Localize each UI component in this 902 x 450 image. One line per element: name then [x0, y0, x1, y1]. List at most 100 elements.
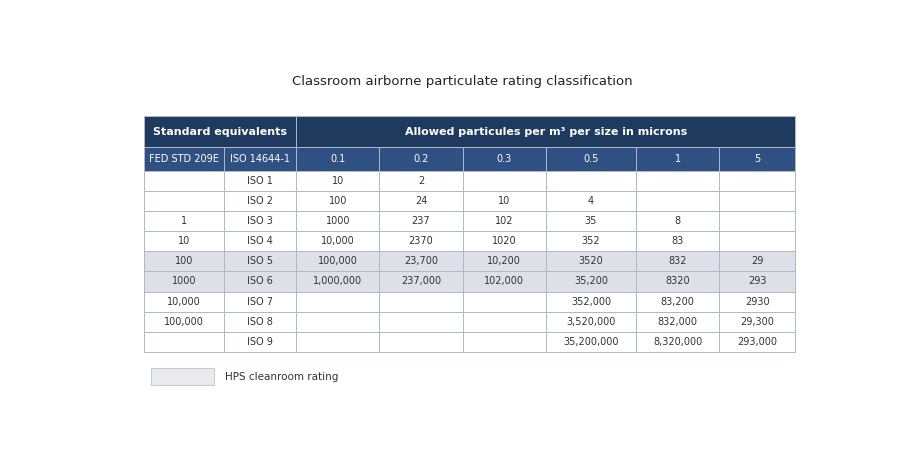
Text: 0.2: 0.2 [413, 154, 428, 164]
Bar [719, 211, 795, 231]
Bar [462, 251, 545, 271]
Bar [379, 292, 462, 312]
Text: 1: 1 [181, 216, 187, 226]
Text: ISO 5: ISO 5 [247, 256, 272, 266]
Text: ISO 14644-1: ISO 14644-1 [230, 154, 290, 164]
Bar [635, 171, 719, 191]
Text: 3,520,000: 3,520,000 [566, 317, 615, 327]
Bar [152, 368, 214, 385]
Text: 2370: 2370 [408, 236, 433, 246]
Bar [224, 332, 296, 352]
Bar [224, 292, 296, 312]
Text: 352: 352 [581, 236, 600, 246]
Text: 100: 100 [175, 256, 193, 266]
Bar [545, 251, 635, 271]
Bar [545, 312, 635, 332]
Text: 293: 293 [747, 276, 766, 287]
Bar [719, 332, 795, 352]
Bar [545, 292, 635, 312]
Bar [144, 191, 224, 211]
Text: 10,000: 10,000 [320, 236, 354, 246]
Text: 10: 10 [498, 196, 510, 206]
Text: 23,700: 23,700 [403, 256, 437, 266]
Text: 29,300: 29,300 [740, 317, 773, 327]
Bar [379, 147, 462, 171]
Text: 0.1: 0.1 [330, 154, 345, 164]
Bar [224, 251, 296, 271]
Text: ISO 8: ISO 8 [247, 317, 272, 327]
Bar [296, 117, 795, 147]
Bar [719, 271, 795, 292]
Text: ISO 7: ISO 7 [247, 297, 272, 306]
Bar [545, 171, 635, 191]
Text: 1: 1 [674, 154, 680, 164]
Bar [296, 251, 379, 271]
Bar [379, 211, 462, 231]
Text: 8320: 8320 [665, 276, 689, 287]
Bar [462, 312, 545, 332]
Bar [462, 332, 545, 352]
Text: ISO 3: ISO 3 [247, 216, 272, 226]
Bar [224, 147, 296, 171]
Text: 100,000: 100,000 [318, 256, 357, 266]
Text: 102,000: 102,000 [483, 276, 523, 287]
Bar [296, 171, 379, 191]
Text: Allowed particules per m³ per size in microns: Allowed particules per m³ per size in mi… [404, 127, 686, 137]
Text: 29: 29 [750, 256, 762, 266]
Text: 10,000: 10,000 [167, 297, 201, 306]
Bar [224, 231, 296, 251]
Text: 237,000: 237,000 [400, 276, 440, 287]
Bar [296, 211, 379, 231]
Bar [719, 312, 795, 332]
Bar [379, 251, 462, 271]
Bar [379, 312, 462, 332]
Text: 5: 5 [753, 154, 759, 164]
Bar [462, 191, 545, 211]
Text: 352,000: 352,000 [570, 297, 611, 306]
Text: 10: 10 [331, 176, 344, 186]
Bar [144, 332, 224, 352]
Bar [635, 332, 719, 352]
Text: 832,000: 832,000 [657, 317, 697, 327]
Bar [296, 271, 379, 292]
Text: ISO 9: ISO 9 [247, 337, 272, 347]
Bar [144, 171, 224, 191]
Bar [719, 231, 795, 251]
Text: 102: 102 [494, 216, 513, 226]
Text: 10: 10 [178, 236, 190, 246]
Text: Classroom airborne particulate rating classification: Classroom airborne particulate rating cl… [292, 75, 632, 88]
Bar [296, 312, 379, 332]
Bar [635, 271, 719, 292]
Bar [462, 211, 545, 231]
Bar [462, 292, 545, 312]
Bar [144, 117, 296, 147]
Bar [635, 191, 719, 211]
Text: 1,000,000: 1,000,000 [313, 276, 362, 287]
Text: 832: 832 [667, 256, 686, 266]
Bar [719, 171, 795, 191]
Bar [144, 147, 224, 171]
Text: FED STD 209E: FED STD 209E [149, 154, 219, 164]
Text: 10,200: 10,200 [487, 256, 520, 266]
Bar [545, 231, 635, 251]
Text: 1000: 1000 [171, 276, 196, 287]
Bar [545, 191, 635, 211]
Bar [144, 292, 224, 312]
Bar [635, 147, 719, 171]
Text: ISO 4: ISO 4 [247, 236, 272, 246]
Text: ISO 2: ISO 2 [247, 196, 272, 206]
Bar [635, 211, 719, 231]
Bar [462, 147, 545, 171]
Bar [635, 292, 719, 312]
Bar [635, 231, 719, 251]
Bar [296, 231, 379, 251]
Text: 237: 237 [411, 216, 430, 226]
Text: 100,000: 100,000 [164, 317, 204, 327]
Bar [224, 312, 296, 332]
Bar [719, 251, 795, 271]
Bar [379, 171, 462, 191]
Text: 100: 100 [328, 196, 346, 206]
Text: 2930: 2930 [744, 297, 769, 306]
Bar [379, 191, 462, 211]
Bar [224, 271, 296, 292]
